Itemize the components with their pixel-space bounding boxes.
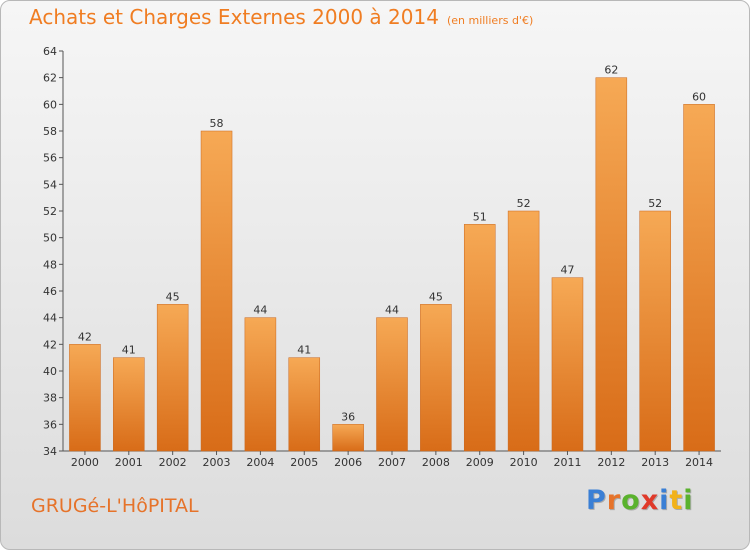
bar	[463, 224, 496, 452]
y-tick-label: 40	[43, 365, 57, 378]
bar-value-label: 62	[604, 64, 618, 77]
bar-value-label: 45	[166, 290, 180, 303]
bar	[595, 77, 628, 452]
bar	[683, 104, 715, 452]
logo-letter: o	[621, 485, 641, 516]
logo-letter: P	[586, 485, 607, 516]
x-tick-label: 2013	[641, 456, 669, 469]
y-tick-label: 42	[43, 338, 57, 351]
logo-letter: i	[683, 485, 694, 516]
bar-value-label: 47	[560, 264, 574, 277]
x-tick-label: 2008	[422, 456, 450, 469]
x-tick-label: 2004	[246, 456, 274, 469]
y-tick-label: 34	[43, 445, 57, 458]
commune-name: GRUGé-L'HôPITAL	[31, 495, 199, 517]
x-tick-label: 2002	[159, 456, 187, 469]
y-tick-label: 36	[43, 418, 57, 431]
bar-value-label: 44	[385, 304, 399, 317]
x-tick-label: 2006	[334, 456, 362, 469]
y-tick-label: 58	[43, 125, 57, 138]
bar	[551, 277, 584, 452]
logo-letter: x	[640, 485, 660, 516]
bar	[507, 210, 540, 452]
chart-title: Achats et Charges Externes 2000 à 2014 (e…	[29, 5, 533, 29]
bar	[69, 344, 101, 452]
logo-letter: t	[669, 485, 684, 516]
bar	[376, 317, 408, 452]
logo-letter: i	[659, 485, 670, 516]
bar-value-label: 51	[473, 210, 487, 223]
chart-title-text: Achats et Charges Externes 2000 à 2014	[29, 5, 439, 29]
y-tick-label: 46	[43, 285, 57, 298]
y-tick-label: 50	[43, 232, 57, 245]
bar-value-label: 44	[253, 304, 267, 317]
x-tick-label: 2010	[510, 456, 538, 469]
bar-value-label: 58	[210, 117, 224, 130]
logo-letter: r	[606, 485, 622, 516]
bar	[639, 210, 671, 452]
x-tick-label: 2001	[115, 456, 143, 469]
x-tick-label: 2003	[203, 456, 231, 469]
bar	[156, 304, 189, 452]
proxiti-logo: Proxiti	[586, 485, 694, 516]
bar-value-label: 42	[78, 330, 92, 343]
y-tick-label: 64	[43, 45, 57, 58]
bar	[200, 130, 233, 452]
bar	[288, 357, 321, 452]
bar	[332, 424, 364, 452]
y-tick-label: 44	[43, 312, 57, 325]
bar-value-label: 52	[517, 197, 531, 210]
x-tick-label: 2011	[553, 456, 581, 469]
x-tick-label: 2005	[290, 456, 318, 469]
y-tick-label: 62	[43, 72, 57, 85]
bar-value-label: 45	[429, 290, 443, 303]
bar	[244, 317, 277, 452]
y-tick-label: 60	[43, 98, 57, 111]
bar-value-label: 41	[122, 344, 136, 357]
x-tick-label: 2012	[597, 456, 625, 469]
bar-value-label: 41	[297, 344, 311, 357]
bar	[420, 304, 452, 452]
bar	[113, 357, 145, 452]
bar-value-label: 52	[648, 197, 662, 210]
x-tick-label: 2014	[685, 456, 713, 469]
bar-value-label: 60	[692, 90, 706, 103]
x-tick-label: 2009	[466, 456, 494, 469]
y-tick-label: 54	[43, 178, 57, 191]
y-tick-label: 38	[43, 392, 57, 405]
y-tick-label: 56	[43, 152, 57, 165]
x-tick-label: 2007	[378, 456, 406, 469]
y-tick-label: 48	[43, 258, 57, 271]
y-tick-label: 52	[43, 205, 57, 218]
bar-value-label: 36	[341, 410, 355, 423]
x-tick-label: 2000	[71, 456, 99, 469]
chart-subtitle: (en milliers d'€)	[446, 14, 534, 27]
